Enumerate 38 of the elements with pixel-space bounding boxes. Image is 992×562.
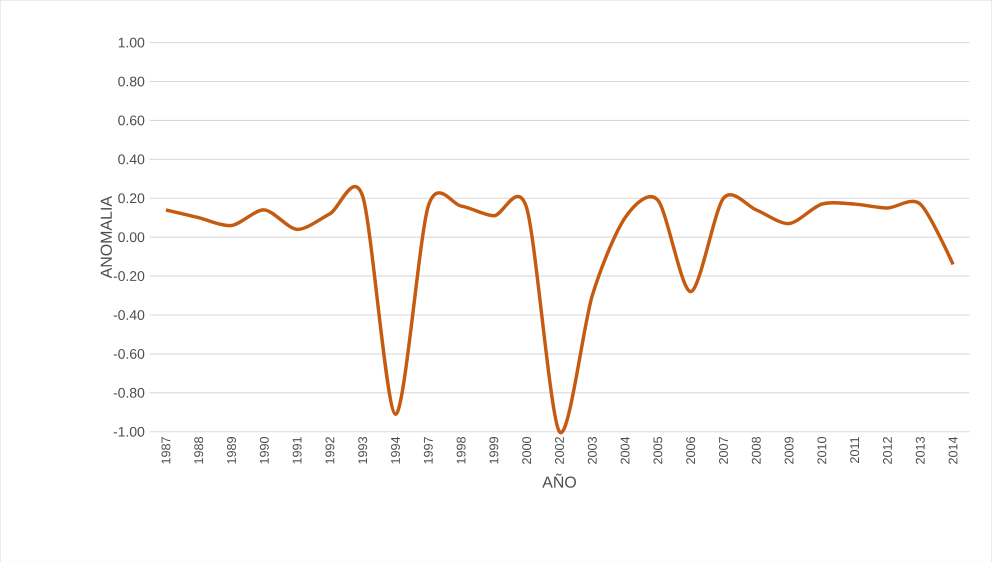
x-tick-label: 1999: [489, 436, 498, 464]
y-axis-title: ANOMALIA: [100, 196, 112, 278]
x-tick-label: 1993: [358, 436, 368, 464]
y-tick-label: 0.60: [118, 115, 144, 126]
y-tick-label: -1.00: [114, 426, 144, 437]
x-tick-label: 2013: [916, 436, 925, 464]
x-tick-label: 2014: [948, 436, 958, 464]
x-tick-label: 1997: [424, 436, 433, 464]
y-tick-label: 0.00: [118, 232, 144, 242]
x-tick-label: 2012: [882, 436, 892, 464]
x-tick-label: 2000: [522, 436, 532, 464]
x-tick-label: 2007: [719, 436, 728, 464]
x-tick-label: 1988: [194, 436, 204, 464]
x-tick-label: 1989: [227, 436, 236, 464]
x-tick-label: 2008: [752, 436, 761, 464]
x-tick-label: 2009: [784, 436, 794, 464]
x-axis-title: AÑO: [542, 473, 576, 488]
x-tick-label: 1990: [260, 436, 269, 464]
y-tick-label: 0.20: [118, 193, 144, 204]
x-tick-label: 1998: [456, 436, 466, 464]
y-tick-label: 0.40: [118, 154, 144, 164]
x-tick-label: 2005: [653, 436, 662, 464]
y-tick-label: -0.80: [114, 388, 144, 398]
x-tick-label: 1992: [325, 436, 334, 464]
y-tick-label: 1.00: [118, 37, 144, 48]
x-tick-label: 1994: [391, 436, 400, 464]
x-tick-label: 2006: [686, 436, 696, 464]
x-tick-label: 2003: [588, 436, 597, 464]
y-tick-label: -0.20: [114, 270, 144, 281]
x-tick-label: 1987: [161, 436, 170, 464]
x-tick-label: 2002: [555, 436, 564, 464]
x-tick-label: 2004: [620, 436, 630, 464]
x-tick-label: 2010: [817, 436, 826, 464]
y-tick-label: -0.40: [114, 310, 144, 320]
y-tick-label: -0.60: [114, 348, 144, 359]
x-tick-label: 1991: [292, 436, 302, 464]
y-tick-label: 0.80: [118, 76, 144, 86]
x-tick-label: 2011: [850, 436, 860, 463]
